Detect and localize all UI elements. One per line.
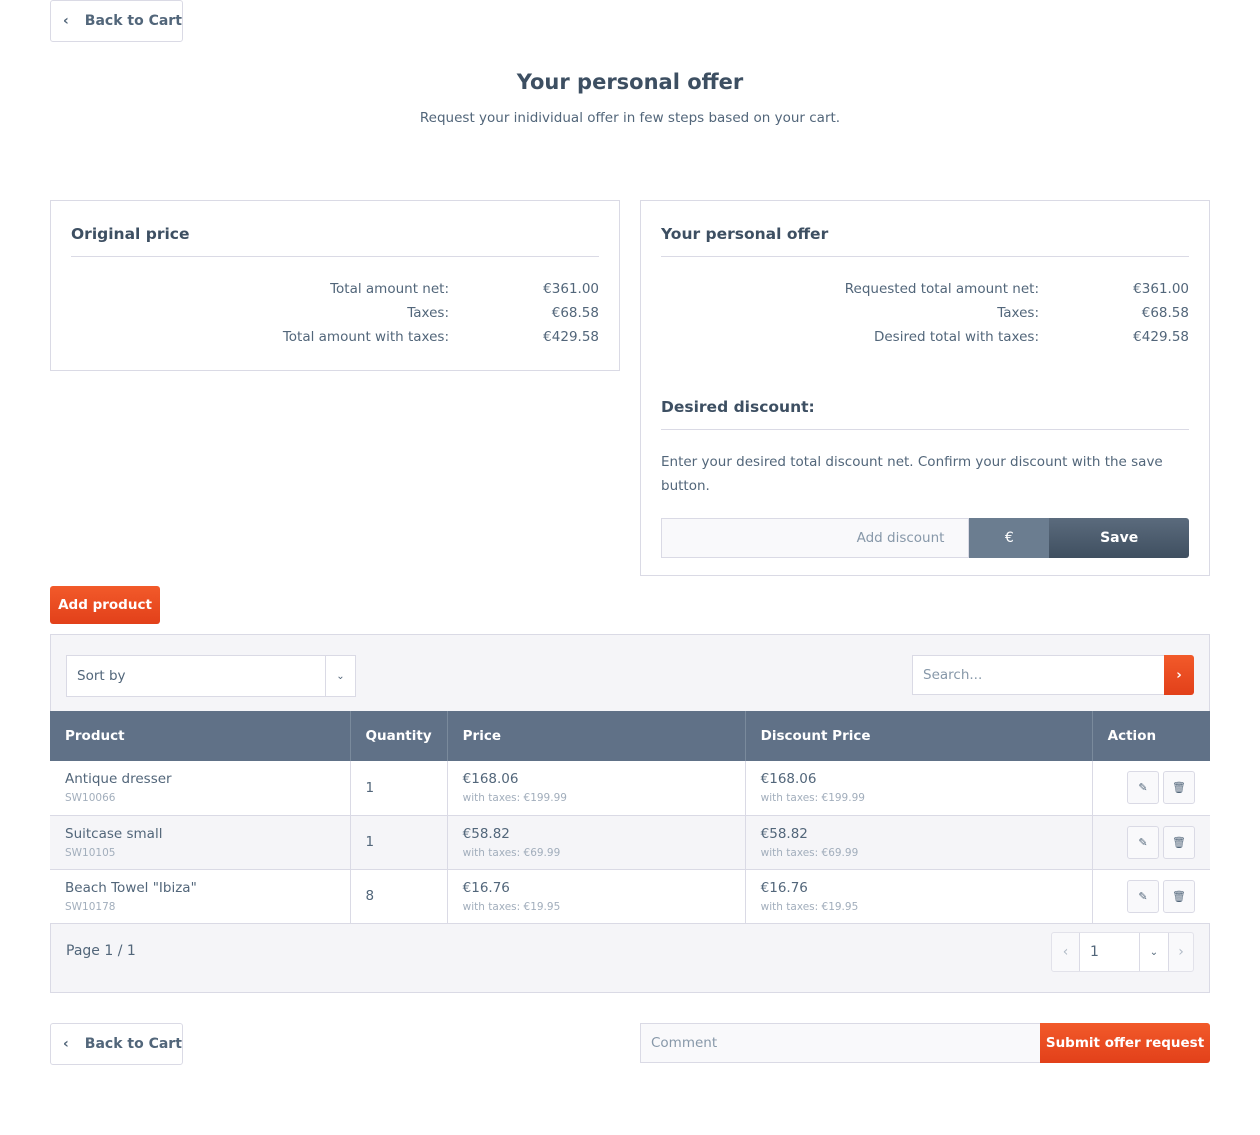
price-with-taxes: with taxes: €69.99 (462, 846, 561, 859)
submit-offer-button[interactable]: Submit offer request (1040, 1023, 1210, 1063)
summary-value: €361.00 (1133, 281, 1189, 297)
edit-button[interactable]: ✎ (1127, 825, 1159, 859)
search-input[interactable]: Search... (912, 655, 1165, 695)
offer-title: Your personal offer (661, 201, 1189, 257)
discount-with-taxes: with taxes: €199.99 (760, 792, 865, 805)
original-price-title: Original price (71, 201, 599, 257)
page-title: Your personal offer (516, 70, 744, 94)
summary-value: €429.58 (1133, 329, 1189, 345)
price: €168.06 (462, 771, 519, 788)
personal-offer-panel: Your personal offer Requested total amou… (640, 200, 1210, 576)
summary-label: Taxes: (997, 305, 1039, 321)
add-product-button[interactable]: Add product (50, 586, 160, 624)
comment-input[interactable]: Comment (640, 1023, 1041, 1063)
page-label: Page 1 / 1 (66, 943, 136, 959)
discount-price: €16.76 (760, 879, 808, 896)
product-sku: SW10178 (65, 900, 116, 913)
chevron-down-icon: ⌄ (325, 656, 355, 696)
discount-with-taxes: with taxes: €19.95 (760, 900, 859, 913)
product-name[interactable]: Beach Towel "Ibiza" (65, 879, 197, 896)
chevron-left-icon: ‹ (63, 1036, 69, 1052)
summary-row: Desired total with taxes: €429.58 (661, 325, 1189, 349)
summary-value: €361.00 (543, 281, 599, 297)
save-discount-button[interactable]: Save (1049, 518, 1190, 558)
chevron-down-icon[interactable]: ⌄ (1139, 933, 1168, 971)
quantity: 8 (350, 869, 448, 924)
price-with-taxes: with taxes: €19.95 (462, 900, 561, 913)
summary-label: Total amount with taxes: (282, 329, 449, 345)
summary-value: €68.58 (551, 305, 599, 321)
price-with-taxes: with taxes: €199.99 (462, 792, 567, 805)
currency-addon: € (969, 518, 1050, 558)
edit-button[interactable]: ✎ (1127, 879, 1159, 913)
column-header-discount-price[interactable]: Discount Price (745, 711, 1093, 761)
discount-price: €58.82 (760, 825, 808, 842)
back-to-cart-button-bottom[interactable]: ‹ Back to Cart (50, 1023, 183, 1065)
price: €58.82 (462, 825, 510, 842)
page-subtitle: Request your inidividual offer in few st… (419, 110, 841, 126)
quantity: 1 (350, 761, 448, 816)
column-header-quantity[interactable]: Quantity (350, 711, 448, 761)
table-row: Antique dresser SW10066 1 €168.06 with tax… (50, 761, 1210, 816)
summary-row: Taxes: €68.58 (71, 301, 599, 325)
product-name[interactable]: Antique dresser (65, 771, 172, 788)
summary-row: Taxes: €68.58 (661, 301, 1189, 325)
delete-button[interactable]: 🗑 (1163, 771, 1195, 805)
delete-button[interactable]: 🗑 (1163, 825, 1195, 859)
back-to-cart-button-top[interactable]: ‹ Back to Cart (50, 0, 183, 42)
summary-row: Requested total amount net: €361.00 (661, 277, 1189, 301)
product-table-container: Sort by ⌄ Search... › Product Quantity Pr… (50, 634, 1210, 993)
product-name[interactable]: Suitcase small (65, 825, 163, 842)
discount-input[interactable]: Add discount (661, 518, 970, 558)
summary-value: €68.58 (1141, 305, 1189, 321)
pencil-icon: ✎ (1138, 781, 1148, 795)
chevron-left-icon: ‹ (63, 13, 69, 29)
discount-help: Enter your desired total discount net. C… (661, 454, 1163, 494)
discount-price: €168.06 (760, 771, 817, 788)
prev-page-button[interactable]: ‹ (1062, 944, 1069, 960)
price: €16.76 (462, 879, 510, 896)
table-row: Beach Towel "Ibiza" SW10178 8 €16.76 with … (50, 869, 1210, 924)
search-button[interactable]: › (1164, 655, 1194, 695)
original-price-panel: Original price Total amount net: €361.00 T… (50, 200, 620, 371)
summary-label: Requested total amount net: (844, 281, 1039, 297)
summary-label: Total amount net: (330, 281, 449, 297)
column-header-action: Action (1092, 711, 1210, 761)
trash-icon: 🗑 (1172, 889, 1186, 903)
pencil-icon: ✎ (1138, 889, 1148, 903)
sort-select[interactable]: Sort by ⌄ (66, 655, 356, 697)
column-header-product[interactable]: Product (50, 711, 351, 761)
summary-label: Desired total with taxes: (873, 329, 1039, 345)
trash-icon: 🗑 (1172, 781, 1186, 795)
page-select[interactable]: 1 (1079, 933, 1139, 971)
edit-button[interactable]: ✎ (1127, 771, 1159, 805)
product-table: Product Quantity Price Discount Price Ac… (50, 711, 1210, 924)
trash-icon: 🗑 (1172, 835, 1186, 849)
delete-button[interactable]: 🗑 (1163, 879, 1195, 913)
column-header-price[interactable]: Price (447, 711, 746, 761)
next-page-button[interactable]: › (1168, 933, 1193, 971)
summary-row: Total amount net: €361.00 (71, 277, 599, 301)
pencil-icon: ✎ (1138, 835, 1148, 849)
summary-value: €429.58 (543, 329, 599, 345)
pagination: ‹ 1 ⌄ › (1051, 932, 1194, 972)
quantity: 1 (350, 815, 448, 870)
product-sku: SW10066 (65, 792, 116, 805)
discount-with-taxes: with taxes: €69.99 (760, 846, 859, 859)
table-row: Suitcase small SW10105 1 €58.82 with taxes… (50, 815, 1210, 870)
summary-label: Taxes: (407, 305, 449, 321)
discount-title: Desired discount: (661, 384, 1189, 430)
chevron-right-icon: › (1176, 667, 1182, 683)
product-sku: SW10105 (65, 846, 116, 859)
summary-row: Total amount with taxes: €429.58 (71, 325, 599, 349)
